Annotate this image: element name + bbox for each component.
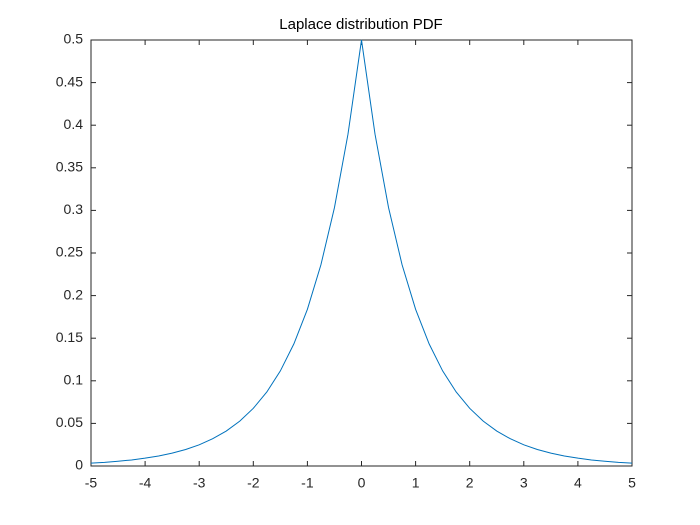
x-tick-label: -3 [193,475,206,491]
line [90,39,633,464]
y-tick-label: 0.05 [56,414,83,430]
chart-title: Laplace distribution PDF [279,16,442,33]
x-tick-label: 0 [358,475,366,491]
y-tick-label: 0.1 [64,372,84,388]
y-tick-label: 0.15 [56,329,83,345]
y-tick-label: 0.45 [56,73,83,89]
y-tick-label: 0.35 [56,159,83,175]
x-tick-label: 2 [466,475,474,491]
x-tick-label: 4 [574,475,582,491]
y-tick-label: 0.3 [64,201,84,217]
y-tick-label: 0.25 [56,244,83,260]
y-tick-label: 0.2 [64,286,84,302]
x-tick-label: -2 [247,475,260,491]
x-tick-label: -1 [301,475,314,491]
y-tick-label: 0.4 [64,116,84,132]
x-tick-label: -5 [85,475,98,491]
x-tick-label: 3 [520,475,528,491]
x-tick-label: -4 [139,475,152,491]
x-tick-label: 1 [412,475,420,491]
x-tick-label: 5 [628,475,636,491]
y-tick-label: 0 [75,457,83,473]
y-tick-label: 0.5 [64,31,84,47]
